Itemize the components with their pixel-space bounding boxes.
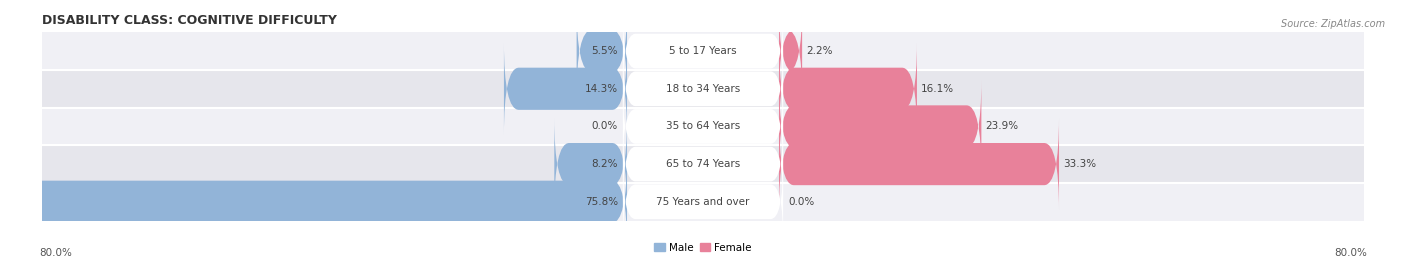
Text: 0.0%: 0.0% [789,197,814,207]
Bar [42,108,1364,145]
Text: 80.0%: 80.0% [39,248,72,258]
Text: 14.3%: 14.3% [585,84,617,94]
Text: 2.2%: 2.2% [806,46,832,56]
FancyBboxPatch shape [779,42,917,136]
Text: 33.3%: 33.3% [1063,159,1097,169]
Text: 16.1%: 16.1% [921,84,955,94]
Text: 5 to 17 Years: 5 to 17 Years [669,46,737,56]
Bar [42,183,1364,221]
Bar [42,145,1364,183]
Text: 75 Years and over: 75 Years and over [657,197,749,207]
FancyBboxPatch shape [623,125,783,203]
FancyBboxPatch shape [576,4,627,98]
FancyBboxPatch shape [623,87,783,166]
Text: 0.0%: 0.0% [592,121,617,132]
FancyBboxPatch shape [623,49,783,128]
Bar [42,70,1364,108]
FancyBboxPatch shape [623,162,783,241]
Text: 75.8%: 75.8% [585,197,617,207]
Text: 65 to 74 Years: 65 to 74 Years [666,159,740,169]
FancyBboxPatch shape [623,12,783,90]
FancyBboxPatch shape [779,80,981,173]
Text: DISABILITY CLASS: COGNITIVE DIFFICULTY: DISABILITY CLASS: COGNITIVE DIFFICULTY [42,14,337,27]
Text: 23.9%: 23.9% [986,121,1018,132]
FancyBboxPatch shape [779,117,1059,211]
Text: 35 to 64 Years: 35 to 64 Years [666,121,740,132]
FancyBboxPatch shape [0,155,627,249]
FancyBboxPatch shape [779,4,801,98]
Text: 80.0%: 80.0% [1334,248,1367,258]
Bar [42,32,1364,70]
Text: 18 to 34 Years: 18 to 34 Years [666,84,740,94]
Text: 8.2%: 8.2% [592,159,617,169]
Text: Source: ZipAtlas.com: Source: ZipAtlas.com [1281,19,1385,29]
Legend: Male, Female: Male, Female [650,238,756,257]
FancyBboxPatch shape [503,42,627,136]
FancyBboxPatch shape [554,117,627,211]
Text: 5.5%: 5.5% [592,46,617,56]
